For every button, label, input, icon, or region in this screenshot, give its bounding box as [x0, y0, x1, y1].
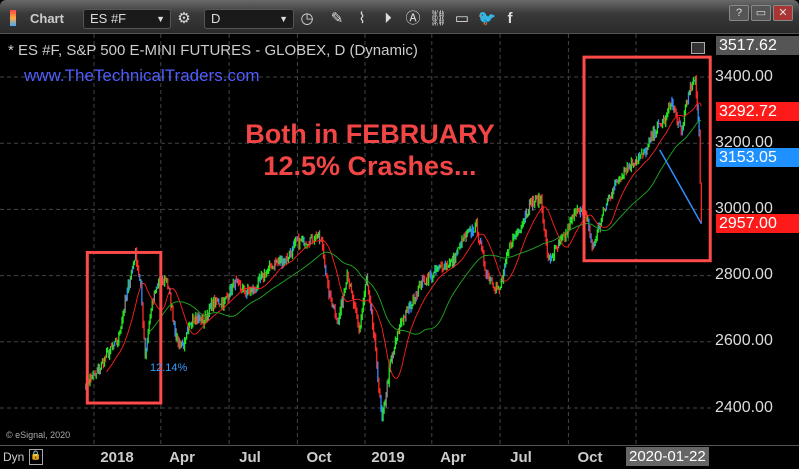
headline-annotation: Both in FEBRUARY 12.5% Crashes...	[200, 118, 540, 182]
dyn-label: Dyn	[3, 450, 25, 464]
website-watermark: www.TheTechnicalTraders.com	[24, 66, 260, 85]
window-title: Chart	[30, 11, 64, 26]
moving-average-long	[147, 120, 702, 335]
twitter-icon[interactable]: 🐦	[477, 10, 497, 27]
y-tick: 2600.00	[715, 332, 773, 349]
headline-line-1: Both in FEBRUARY	[245, 119, 495, 149]
price-tag-red-ma: 3292.72	[716, 102, 799, 121]
pencil-icon[interactable]: ✎	[330, 10, 344, 27]
symbol-value: ES #F	[90, 11, 127, 26]
chart-area[interactable]	[0, 34, 799, 445]
x-tick: Jul	[510, 449, 532, 466]
link-icon[interactable]: ⛓	[428, 10, 448, 27]
close-button[interactable]: ✕	[773, 5, 793, 21]
moving-average-short	[106, 102, 702, 379]
y-tick: 2800.00	[715, 266, 773, 283]
price-plot[interactable]	[0, 34, 712, 445]
x-tick: Apr	[440, 449, 466, 466]
y-tick: 2400.00	[715, 399, 773, 416]
current-date-label: 2020-01-22	[626, 447, 709, 466]
lock-icon[interactable]: 🔒	[29, 449, 43, 465]
facebook-icon[interactable]: f	[507, 10, 513, 27]
symbol-dropdown[interactable]: ES #F ▼	[83, 9, 171, 29]
x-tick: 2018	[100, 449, 134, 466]
x-axis[interactable]: Dyn 🔒 2018 Apr Jul Oct 2019 Apr Jul Oct …	[0, 445, 799, 469]
chart-app-icon	[10, 10, 16, 26]
clock-icon[interactable]: ◷	[300, 10, 314, 27]
y-tick: 3200.00	[715, 134, 773, 151]
interval-dropdown[interactable]: D ▼	[204, 9, 294, 29]
x-tick: Oct	[577, 449, 603, 466]
restore-chart-icon[interactable]	[691, 42, 705, 54]
restore-button[interactable]: ▭	[751, 5, 771, 21]
price-tag-last: 2957.00	[716, 214, 799, 233]
play-icon[interactable]: ⏵	[384, 10, 392, 27]
chevron-down-icon: ▼	[279, 14, 288, 24]
y-tick: 3400.00	[715, 68, 773, 85]
headline-line-2: 12.5% Crashes...	[263, 151, 477, 181]
highlight-box	[85, 250, 163, 405]
highlight-box	[582, 55, 712, 263]
y-tick: 3000.00	[715, 200, 773, 217]
x-tick: Apr	[169, 449, 195, 466]
window-titlebar: Chart ES #F ▼ ⚙ D ▼ ◷ ✎ ⌇ ⏵ Ⓐ ⛓ ▭ 🐦 f ? ▭ …	[0, 0, 799, 34]
study-icon[interactable]: ⌇	[358, 10, 366, 27]
x-tick: 2019	[371, 449, 405, 466]
price-tag-high: 3517.62	[716, 36, 799, 55]
interval-value: D	[211, 11, 221, 26]
trend-line	[659, 149, 702, 225]
x-tick: Jul	[239, 449, 261, 466]
gear-icon[interactable]: ⚙	[177, 10, 191, 27]
copyright: © eSignal, 2020	[6, 430, 71, 440]
alert-icon[interactable]: Ⓐ	[405, 10, 421, 27]
price-tag-blue-ma: 3153.05	[716, 148, 799, 167]
percent-annotation: 12.14%	[150, 362, 188, 374]
chevron-down-icon: ▼	[156, 14, 165, 24]
symbol-description: * ES #F, S&P 500 E-MINI FUTURES - GLOBEX…	[8, 42, 418, 59]
comment-icon[interactable]: ▭	[454, 10, 470, 27]
x-tick: Oct	[306, 449, 332, 466]
help-button[interactable]: ?	[729, 5, 749, 21]
